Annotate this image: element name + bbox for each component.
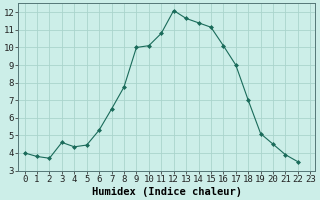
X-axis label: Humidex (Indice chaleur): Humidex (Indice chaleur) [92, 186, 242, 197]
